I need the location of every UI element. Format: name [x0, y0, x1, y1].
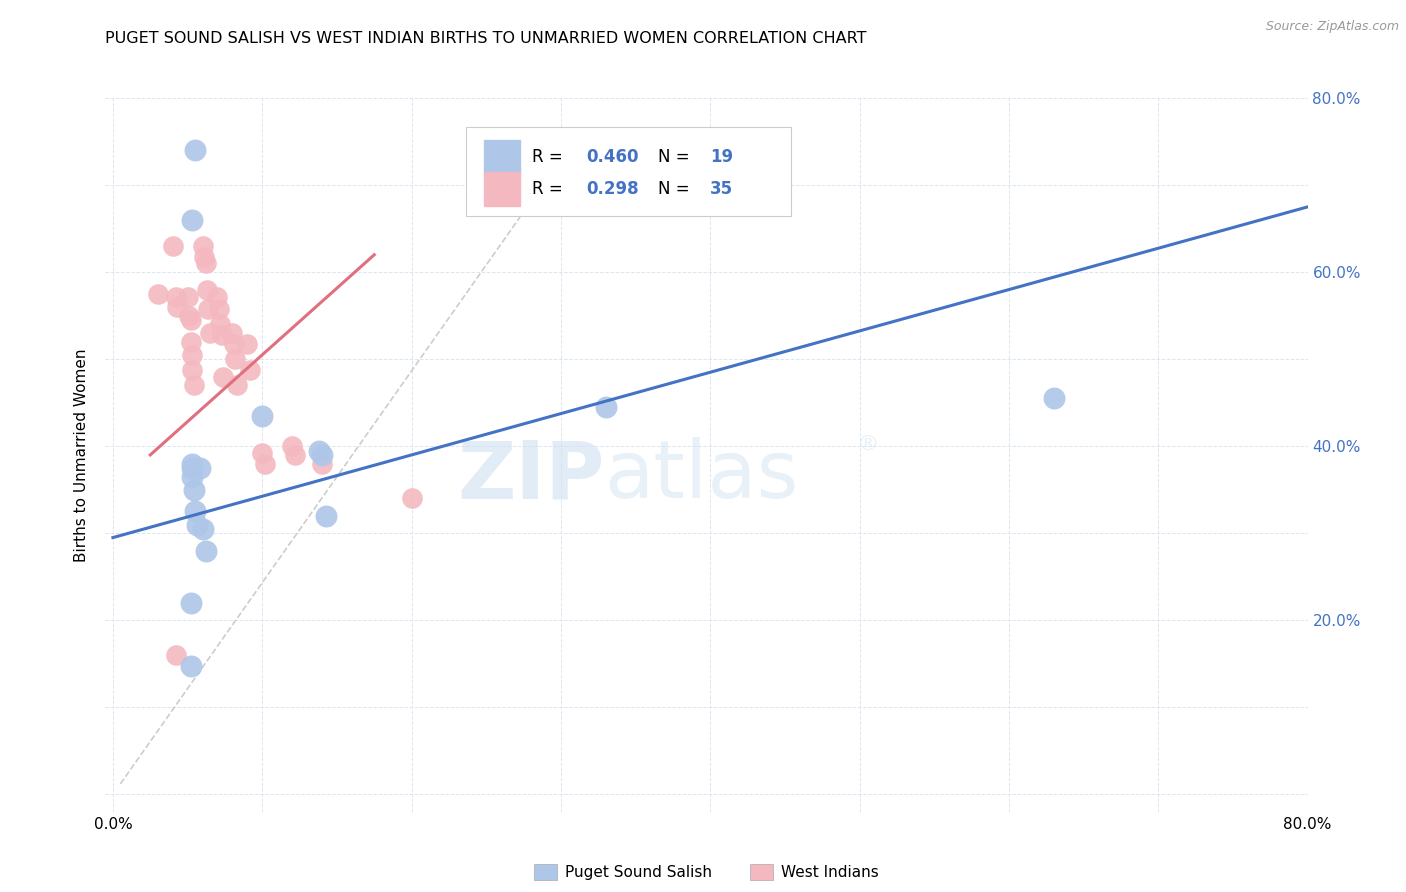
Text: 0.460: 0.460	[586, 148, 638, 166]
Point	[252, 446, 274, 460]
Point	[1042, 392, 1064, 406]
FancyBboxPatch shape	[484, 171, 520, 206]
Point	[180, 334, 202, 349]
Point	[197, 301, 219, 316]
Text: R =: R =	[533, 148, 568, 166]
Point	[209, 318, 232, 332]
FancyBboxPatch shape	[484, 140, 520, 175]
Legend: Puget Sound Salish, West Indians: Puget Sound Salish, West Indians	[529, 858, 884, 886]
Text: PUGET SOUND SALISH VS WEST INDIAN BIRTHS TO UNMARRIED WOMEN CORRELATION CHART: PUGET SOUND SALISH VS WEST INDIAN BIRTHS…	[105, 31, 868, 46]
Point	[162, 239, 184, 253]
Point	[191, 239, 214, 253]
Point	[184, 504, 207, 518]
Point	[181, 213, 204, 227]
Point	[184, 144, 207, 158]
Point	[239, 362, 262, 376]
Point	[212, 369, 235, 384]
Text: 19: 19	[710, 148, 734, 166]
Point	[252, 409, 274, 423]
Point	[165, 648, 187, 662]
Point	[166, 300, 188, 314]
Point	[181, 461, 204, 475]
Point	[207, 289, 229, 303]
Point	[311, 448, 333, 462]
Point	[181, 457, 204, 471]
Point	[176, 289, 198, 303]
Point	[236, 336, 259, 351]
Text: N =: N =	[658, 180, 696, 198]
Point	[311, 457, 333, 471]
Point	[181, 469, 204, 483]
Point	[181, 348, 204, 362]
Point	[315, 508, 337, 523]
Point	[221, 326, 243, 340]
Point	[165, 289, 187, 303]
Point	[211, 327, 233, 342]
Text: R =: R =	[533, 180, 568, 198]
Point	[222, 336, 245, 351]
Point	[146, 287, 169, 301]
Point	[195, 283, 218, 297]
Text: Source: ZipAtlas.com: Source: ZipAtlas.com	[1265, 20, 1399, 33]
Point	[208, 301, 231, 316]
Point	[595, 400, 617, 414]
Point	[284, 448, 307, 462]
Text: 35: 35	[710, 180, 734, 198]
Point	[194, 543, 217, 558]
Point	[308, 443, 330, 458]
Point	[180, 313, 202, 327]
Point	[180, 658, 202, 673]
Point	[194, 256, 217, 270]
Point	[186, 517, 208, 532]
Point	[183, 378, 205, 392]
Point	[181, 362, 204, 376]
Point	[225, 378, 247, 392]
Point	[254, 457, 277, 471]
Point	[188, 461, 211, 475]
Text: 0.298: 0.298	[586, 180, 638, 198]
Point	[281, 439, 304, 453]
Point	[224, 352, 246, 367]
Y-axis label: Births to Unmarried Women: Births to Unmarried Women	[75, 348, 90, 562]
Text: ®: ®	[856, 434, 879, 454]
Point	[198, 326, 221, 340]
Point	[401, 491, 423, 506]
Point	[177, 309, 200, 323]
Point	[183, 483, 205, 497]
Text: ZIP: ZIP	[457, 437, 605, 516]
Text: atlas: atlas	[605, 437, 799, 516]
Point	[193, 250, 215, 264]
Point	[191, 522, 214, 536]
FancyBboxPatch shape	[465, 127, 790, 216]
Point	[180, 596, 202, 610]
Text: N =: N =	[658, 148, 696, 166]
